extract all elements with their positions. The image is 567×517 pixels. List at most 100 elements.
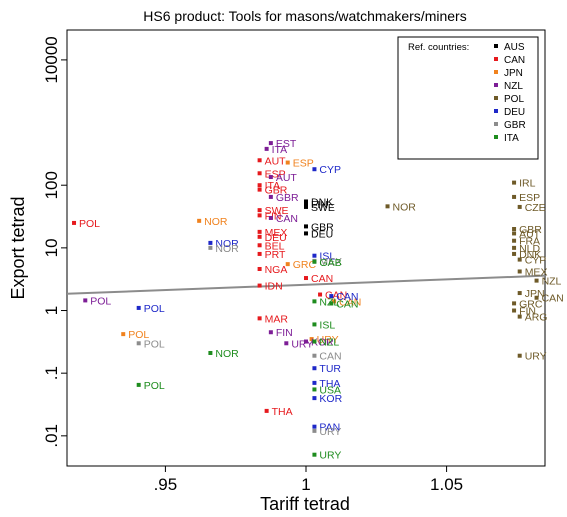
data-point	[304, 339, 308, 344]
data-point	[312, 396, 317, 401]
data-point	[312, 253, 317, 258]
legend-label-jpn: JPN	[504, 68, 523, 79]
data-point-label: ESP	[519, 192, 540, 204]
data-point	[517, 291, 522, 296]
data-point-label: DNK	[311, 196, 333, 208]
data-point	[312, 366, 317, 371]
data-point	[257, 229, 262, 234]
data-point-label: BEL	[265, 240, 285, 252]
legend-marker-aus	[494, 44, 498, 48]
data-point	[312, 380, 317, 385]
data-point	[257, 243, 262, 248]
data-point-label: CYP	[319, 164, 341, 176]
data-point	[136, 382, 141, 387]
data-point	[312, 259, 317, 264]
fit-line	[66, 274, 546, 295]
data-point-label: FIN	[519, 306, 536, 318]
data-point-label: THA	[272, 406, 293, 418]
data-point-label: MAR	[265, 313, 289, 325]
data-point	[257, 187, 262, 192]
data-point	[534, 278, 539, 283]
legend-label-aus: AUS	[504, 42, 525, 53]
data-point	[83, 298, 88, 303]
data-point-label: MEX	[265, 227, 288, 239]
data-point	[264, 146, 269, 151]
data-point-label: THA	[319, 378, 340, 390]
data-point-label: ISL	[319, 251, 335, 263]
data-point	[136, 341, 141, 346]
data-point	[512, 231, 517, 236]
data-point	[332, 299, 337, 304]
legend-label-nzl: NZL	[504, 81, 523, 92]
data-point	[208, 350, 213, 355]
data-point	[285, 160, 290, 165]
legend-marker-pol	[494, 96, 498, 100]
legend-label-pol: POL	[504, 94, 524, 105]
data-point	[517, 353, 522, 358]
data-point-label: NOR	[215, 348, 239, 360]
chart-title: HS6 product: Tools for masons/watchmaker…	[143, 8, 466, 24]
data-point	[285, 262, 290, 267]
data-point	[197, 218, 202, 223]
data-point	[312, 339, 317, 344]
data-point-label: ITA	[272, 144, 288, 156]
data-point-label: CAN	[336, 298, 358, 310]
data-point-label: POL	[144, 303, 165, 315]
data-point-label: GRC	[519, 298, 543, 310]
data-point	[312, 167, 317, 172]
data-point-label: JPN	[525, 288, 545, 300]
legend-marker-gbr	[494, 122, 498, 126]
data-point	[512, 238, 517, 243]
data-point	[318, 292, 323, 297]
x-axis-title: Tariff tetrad	[260, 494, 350, 514]
series-gbr: NOR POL CAN URY MEX	[136, 243, 342, 438]
data-point-label: POL	[79, 218, 100, 230]
data-point	[312, 387, 317, 392]
data-point-label: KOR	[311, 337, 334, 349]
data-point	[512, 227, 517, 232]
data-point	[517, 204, 522, 209]
data-point-label: POL	[90, 295, 111, 307]
data-point-label: NZL	[542, 276, 562, 288]
data-point-label: PAN	[319, 422, 340, 434]
data-point-label: NLD	[519, 243, 540, 255]
data-point-label: AUT	[276, 172, 298, 184]
data-point	[121, 332, 126, 337]
series-jpn: NOR ESP GRC POL URY CAN	[121, 158, 361, 346]
data-point-label: IRL	[519, 178, 536, 190]
data-point-label: GBR	[265, 185, 288, 197]
data-point	[257, 251, 262, 256]
data-point	[517, 257, 522, 262]
data-point	[257, 183, 262, 188]
legend-marker-can	[494, 57, 498, 61]
legend: Ref. countries: AUS CAN JPN NZL POL DEU GBR ITA	[397, 36, 539, 160]
data-point	[136, 305, 141, 310]
y-tick-label: .01	[42, 424, 61, 448]
data-point-label: SWE	[311, 202, 335, 214]
data-point-label: NOR	[393, 201, 417, 213]
data-point	[534, 295, 539, 300]
data-point-label: ITA	[265, 180, 281, 192]
data-point-label: AUT	[265, 155, 287, 167]
legend-marker-nzl	[494, 83, 498, 87]
data-point	[512, 251, 517, 256]
data-point	[329, 301, 334, 306]
data-point	[72, 220, 77, 225]
data-point-label: GBR	[311, 221, 334, 233]
data-point-label: GBR	[276, 192, 299, 204]
data-point	[512, 245, 517, 250]
data-point	[312, 428, 317, 433]
y-tick-label: 10000	[42, 36, 61, 83]
data-point	[284, 341, 289, 346]
data-point	[512, 194, 517, 199]
data-point	[208, 240, 213, 245]
data-point	[385, 204, 390, 209]
data-point-label: URY	[291, 338, 313, 350]
data-point-label: FRA	[519, 236, 540, 248]
data-point	[304, 276, 308, 281]
legend-label-ita: ITA	[504, 133, 519, 144]
data-point	[304, 202, 308, 207]
data-point-label: PRT	[265, 249, 286, 261]
